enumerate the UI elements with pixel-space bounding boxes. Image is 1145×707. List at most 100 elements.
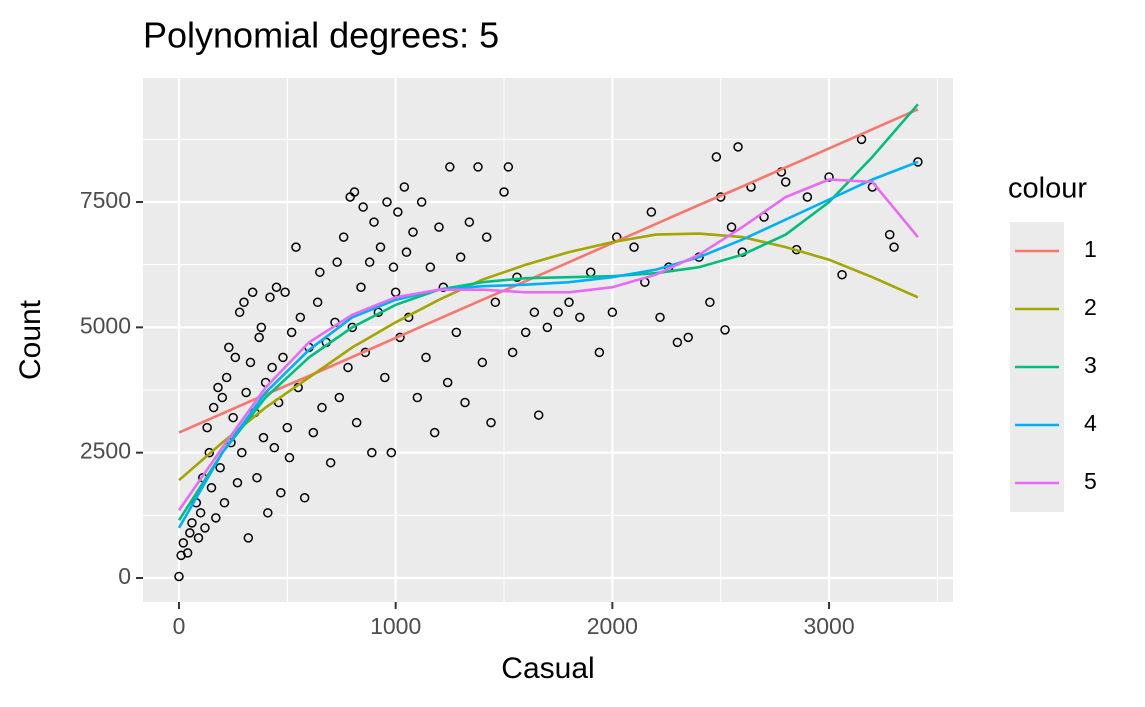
plot-panel	[143, 78, 953, 602]
data-point	[282, 422, 293, 433]
data-point	[308, 427, 319, 438]
data-point	[490, 297, 501, 308]
data-point	[369, 217, 379, 227]
data-point	[542, 322, 553, 333]
data-point	[575, 312, 585, 323]
x-tick-label: 2000	[587, 613, 638, 639]
data-point	[429, 427, 440, 438]
data-point	[269, 442, 280, 453]
fit-line	[177, 178, 919, 512]
data-point	[239, 297, 249, 308]
data-point	[393, 207, 403, 217]
data-point	[705, 297, 715, 308]
data-point	[442, 377, 453, 388]
data-point	[195, 508, 206, 518]
data-point	[315, 267, 325, 277]
data-point	[202, 422, 212, 433]
data-point	[338, 232, 349, 242]
data-point	[367, 447, 377, 458]
data-point	[720, 325, 730, 335]
data-point	[224, 342, 234, 353]
data-point	[185, 528, 195, 538]
y-axis-title: Count	[14, 299, 47, 380]
data-point	[507, 347, 518, 358]
fit-line	[177, 103, 919, 522]
data-point	[349, 187, 360, 197]
data-point	[416, 197, 427, 207]
data-point	[241, 387, 251, 398]
data-point	[178, 538, 189, 548]
data-point	[399, 182, 410, 192]
y-tick-label: 7500	[80, 187, 131, 213]
data-point	[733, 142, 743, 152]
x-tick-label: 1000	[370, 613, 421, 639]
data-point	[364, 257, 375, 267]
data-point	[412, 392, 423, 403]
data-point	[646, 207, 657, 217]
data-point	[325, 457, 336, 468]
data-point	[263, 508, 273, 518]
data-point	[284, 452, 295, 463]
legend-label: 5	[1084, 468, 1097, 494]
data-point	[312, 297, 323, 308]
data-point	[421, 352, 431, 363]
data-point	[265, 292, 275, 303]
data-point	[213, 382, 223, 393]
data-point	[258, 432, 269, 443]
legend-label: 4	[1084, 410, 1097, 436]
legend-label: 3	[1084, 352, 1097, 378]
data-point	[726, 222, 737, 232]
data-point	[477, 357, 488, 368]
data-point	[230, 352, 241, 363]
data-point	[317, 402, 327, 413]
data-point	[358, 202, 368, 212]
data-point	[464, 217, 475, 227]
data-point	[228, 412, 238, 423]
data-point	[211, 513, 221, 523]
data-point	[280, 287, 290, 298]
data-point	[683, 332, 693, 343]
data-point	[711, 152, 722, 162]
data-point	[215, 462, 225, 473]
data-point	[382, 197, 392, 207]
legend-title: colour	[1008, 173, 1087, 205]
x-tick-label: 0	[173, 613, 186, 639]
data-point	[594, 347, 605, 358]
data-point	[245, 357, 256, 368]
data-point	[375, 242, 386, 252]
fit-line	[178, 108, 919, 434]
data-point	[455, 252, 466, 262]
data-point	[445, 162, 455, 172]
data-point	[174, 571, 184, 582]
data-point	[299, 493, 310, 503]
data-point	[193, 533, 204, 543]
data-point	[529, 307, 540, 318]
data-point	[237, 447, 247, 458]
legend-label: 2	[1084, 294, 1097, 320]
data-point	[234, 307, 245, 318]
data-point	[408, 227, 418, 237]
data-point	[182, 548, 193, 558]
y-tick-label: 0	[118, 563, 131, 589]
data-point	[252, 472, 262, 483]
data-point	[334, 392, 345, 403]
data-point	[380, 372, 390, 383]
data-point	[802, 192, 813, 202]
data-point	[520, 327, 531, 338]
data-point	[219, 498, 230, 508]
data-point	[481, 232, 492, 242]
y-tick-label: 5000	[80, 312, 131, 338]
data-point	[343, 362, 353, 373]
data-point	[913, 157, 923, 167]
data-point	[206, 483, 217, 493]
data-point	[503, 162, 514, 172]
data-point	[232, 477, 243, 488]
data-point	[243, 533, 254, 543]
legend-label: 1	[1084, 236, 1097, 262]
data-point	[388, 262, 399, 272]
x-axis-title: Casual	[501, 652, 594, 685]
data-point	[208, 402, 219, 413]
data-point	[499, 187, 509, 197]
x-tick-label: 3000	[803, 613, 854, 639]
